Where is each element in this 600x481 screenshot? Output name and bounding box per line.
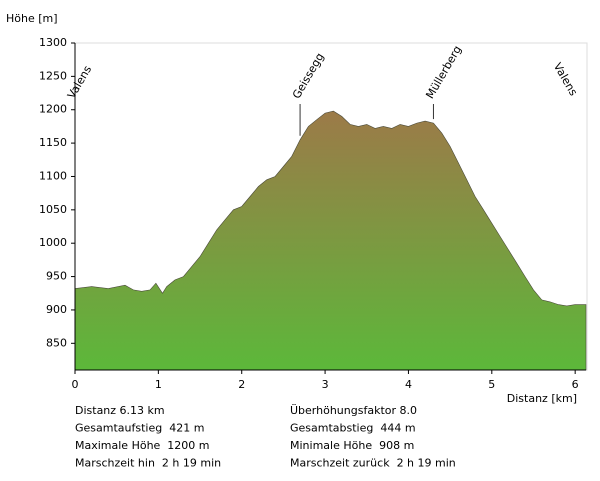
x-axis-label: Distanz [km] (507, 392, 577, 405)
x-tick-label: 4 (405, 378, 412, 391)
stat-left: Gesamtaufstieg 421 m (75, 422, 204, 435)
waypoint-label: Valens (551, 61, 580, 99)
x-tick-label: 2 (238, 378, 245, 391)
y-tick-label: 1200 (39, 103, 67, 116)
y-tick-label: 900 (46, 303, 67, 316)
x-tick-label: 6 (572, 378, 579, 391)
stat-right: Überhöhungsfaktor 8.0 (290, 404, 417, 417)
x-tick-label: 0 (72, 378, 79, 391)
stat-right: Gesamtabstieg 444 m (290, 422, 416, 435)
stat-left: Maximale Höhe 1200 m (75, 439, 210, 452)
y-tick-label: 850 (46, 336, 67, 349)
stat-left: Distanz 6.13 km (75, 404, 165, 417)
x-tick-label: 1 (155, 378, 162, 391)
y-tick-label: 1150 (39, 136, 67, 149)
y-tick-label: 950 (46, 270, 67, 283)
y-axis-label: Höhe [m] (6, 12, 58, 25)
stat-right: Marschzeit zurück 2 h 19 min (290, 457, 456, 470)
waypoint-label: Geissegg (290, 51, 327, 101)
y-tick-label: 1250 (39, 69, 67, 82)
y-tick-label: 1100 (39, 169, 67, 182)
y-tick-label: 1050 (39, 203, 67, 216)
stat-right: Minimale Höhe 908 m (290, 439, 414, 452)
x-tick-label: 3 (322, 378, 329, 391)
y-tick-label: 1300 (39, 36, 67, 49)
waypoint-label: Müllerberg (423, 43, 464, 101)
stat-left: Marschzeit hin 2 h 19 min (75, 457, 221, 470)
elevation-area (74, 110, 587, 371)
waypoint-label: Valens (65, 63, 94, 101)
x-tick-label: 5 (488, 378, 495, 391)
y-tick-label: 1000 (39, 236, 67, 249)
